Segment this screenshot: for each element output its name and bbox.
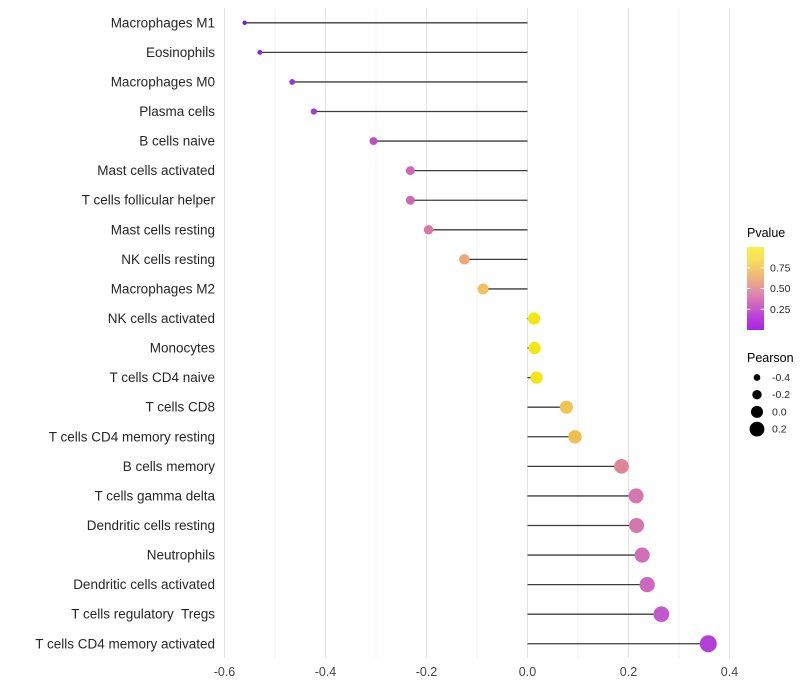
row-label: Mast cells resting (111, 222, 215, 237)
lollipop-point (369, 137, 378, 146)
pearson-size-dot (752, 390, 762, 400)
row-label: Macrophages M0 (111, 74, 215, 89)
x-tick-label: -0.2 (416, 665, 438, 679)
lollipop-point (528, 341, 541, 355)
row-label: NK cells activated (108, 311, 215, 326)
x-tick-label: -0.6 (214, 665, 236, 679)
lollipop-point (477, 283, 489, 295)
lollipop-point (405, 195, 415, 205)
lollipop-point (527, 312, 541, 325)
row-label: Eosinophils (146, 45, 215, 60)
lollipop-point (653, 606, 670, 623)
lollipop-point (628, 488, 644, 504)
row-label: T cells CD4 naive (109, 370, 215, 385)
row-label: T cells follicular helper (82, 193, 216, 208)
row-label: Dendritic cells resting (87, 518, 215, 533)
x-tick-label: 0.2 (620, 665, 637, 679)
row-label: T cells gamma delta (94, 488, 215, 503)
lollipop-point (459, 254, 470, 265)
row-label: T cells regulatory Tregs (71, 607, 215, 622)
x-tick-label: -0.4 (315, 665, 337, 679)
row-label: B cells naive (139, 134, 215, 149)
row-label: Macrophages M2 (111, 281, 215, 296)
pearson-legend-title: Pearson (747, 351, 794, 365)
lollipop-point (530, 371, 543, 384)
x-tick-label: 0.4 (721, 665, 738, 679)
lollipop-point (639, 576, 655, 593)
lollipop-point (289, 79, 296, 85)
lollipop-point (423, 225, 434, 235)
row-label: Dendritic cells activated (73, 577, 215, 592)
pvalue-tick-label: 0.50 (770, 283, 791, 295)
lollipop-point (699, 635, 717, 653)
row-label: Monocytes (150, 341, 216, 356)
lollipop-point (405, 166, 415, 176)
row-label: Macrophages M1 (111, 15, 215, 30)
pvalue-legend-title: Pvalue (747, 226, 785, 240)
pearson-size-label: 0.2 (772, 424, 787, 436)
pearson-size-label: -0.4 (772, 372, 790, 384)
x-tick-label: 0.0 (519, 665, 536, 679)
pearson-size-dot (749, 421, 765, 437)
lollipop-point (634, 547, 650, 563)
lollipop-point (629, 517, 645, 534)
pvalue-tick-label: 0.25 (770, 304, 791, 316)
lollipop-point (257, 49, 263, 55)
pearson-size-dot (753, 374, 761, 381)
pearson-size-dot (750, 405, 764, 418)
row-label: B cells memory (123, 459, 216, 474)
row-label: T cells CD4 memory activated (35, 636, 215, 651)
row-label: NK cells resting (121, 252, 215, 267)
row-label: Neutrophils (147, 548, 216, 563)
pearson-size-label: -0.2 (772, 389, 790, 401)
row-label: T cells CD4 memory resting (49, 429, 215, 444)
lollipop-point (568, 430, 582, 444)
row-label: T cells CD8 (145, 400, 215, 415)
row-label: Mast cells activated (97, 163, 215, 178)
pearson-size-label: 0.0 (772, 406, 787, 418)
row-label: Plasma cells (139, 104, 215, 119)
lollipop-point (614, 459, 629, 474)
pvalue-colorbar (747, 247, 764, 330)
lollipop-point (242, 20, 247, 26)
pvalue-tick-label: 0.75 (770, 262, 791, 274)
lollipop-point (310, 108, 318, 115)
lollipop-point (559, 400, 573, 414)
